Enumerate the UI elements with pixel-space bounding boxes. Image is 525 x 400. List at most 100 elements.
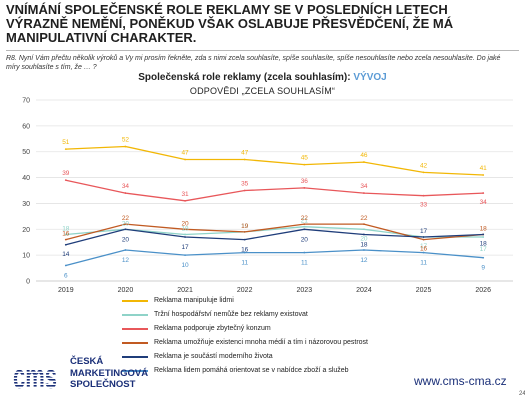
data-point (124, 223, 127, 226)
legend-label: Reklama podporuje zbytečný konzum (154, 325, 271, 332)
data-label: 18 (480, 240, 488, 247)
slide-title: Vnímání společenské role reklamy se v po… (6, 2, 454, 45)
data-label: 52 (122, 137, 130, 144)
data-label: 11 (301, 260, 308, 267)
survey-question: R8. Nyní Vám přečtu několik výroků a Vy … (6, 55, 501, 71)
cms-logo: cms ČESKÁ MARKETINGOVÁ SPOLEČNOST (6, 355, 166, 395)
data-label: 36 (301, 178, 309, 185)
x-tick-label: 2023 (297, 287, 313, 294)
legend-swatch (122, 370, 148, 372)
data-point (482, 192, 485, 194)
chart-subtitle: ODPOVĚDI „ZCELA SOUHLASÍM“ (189, 86, 336, 96)
data-point (64, 243, 67, 246)
data-point (422, 236, 425, 238)
data-point (363, 192, 365, 194)
y-tick-label: 10 (22, 253, 30, 260)
data-point (243, 251, 246, 254)
data-point (64, 264, 67, 267)
data-point (124, 192, 127, 194)
data-point (64, 238, 67, 241)
legend-swatch (122, 356, 148, 358)
legend-swatch (122, 300, 148, 302)
svg-text:cms: cms (13, 358, 57, 393)
data-label: 39 (62, 170, 70, 177)
legend-label: Reklama lidem pomáhá orientovat se v nab… (154, 367, 349, 374)
website-link[interactable]: www.cms-cma.cz (414, 374, 507, 388)
data-point (184, 254, 186, 257)
data-label: 20 (360, 235, 368, 242)
data-label: 14 (62, 251, 70, 258)
data-point (482, 256, 485, 259)
data-label: 22 (301, 215, 309, 222)
logo-line: SPOLEČNOST (70, 379, 136, 390)
data-label: 51 (62, 139, 70, 146)
legend-swatch (122, 328, 148, 330)
data-point (303, 163, 306, 166)
legend-label: Reklama umožňuje existenci mnoha médií a… (154, 339, 368, 346)
data-label: 31 (181, 191, 189, 198)
data-point (124, 145, 127, 148)
cms-logo-mark: cms (13, 358, 57, 393)
y-tick-label: 40 (22, 175, 30, 182)
x-tick-label: 2020 (118, 287, 134, 294)
data-point (243, 230, 246, 233)
x-tick-label: 2022 (237, 287, 253, 294)
legend-label: Tržní hospodářství nemůže bez reklamy ex… (154, 311, 308, 318)
data-label: 16 (420, 246, 428, 253)
data-label: 46 (360, 152, 368, 159)
chart-title-main: Společenská role reklamy (zcela souhlasí… (138, 72, 351, 83)
data-label: 45 (301, 155, 309, 162)
data-label: 11 (241, 260, 248, 267)
data-label: 20 (181, 220, 189, 227)
y-tick-label: 0 (26, 279, 30, 286)
data-label: 17 (181, 244, 189, 251)
data-point (303, 187, 306, 189)
y-tick-label: 30 (22, 201, 30, 208)
legend-label: Reklama je součástí moderního života (154, 353, 273, 360)
data-point (422, 171, 425, 174)
data-label: 18 (181, 225, 189, 232)
data-label: 12 (122, 257, 130, 264)
data-label: 12 (360, 257, 368, 264)
legend-swatch (122, 342, 148, 344)
data-label: 22 (122, 215, 130, 222)
logo-text: ČESKÁ MARKETINGOVÁ SPOLEČNOST (70, 356, 148, 391)
data-point (243, 189, 246, 192)
data-label: 18 (480, 225, 488, 232)
x-tick-label: 2019 (58, 287, 74, 294)
data-label: 47 (181, 149, 189, 156)
y-tick-label: 60 (22, 123, 30, 130)
data-point (363, 249, 365, 251)
data-point (303, 228, 306, 231)
chart-title-accent: VÝVOJ (353, 72, 387, 83)
legend-label: Reklama manipuluje lidmi (154, 297, 234, 304)
data-point (243, 238, 246, 241)
data-label: 16 (62, 231, 70, 238)
chart-title: Společenská role reklamy (zcela souhlasí… (0, 72, 525, 83)
data-label: 34 (360, 183, 368, 190)
data-point (64, 179, 67, 182)
data-point (184, 199, 186, 202)
data-point (184, 233, 186, 236)
series-line (65, 145, 484, 176)
data-point (422, 238, 425, 241)
data-label: 22 (360, 215, 368, 222)
data-label: 9 (481, 265, 485, 272)
y-tick-label: 50 (22, 149, 30, 156)
data-label: 21 (301, 218, 309, 225)
data-label: 19 (241, 223, 249, 230)
data-point (184, 236, 186, 238)
legend-swatch (122, 314, 148, 316)
data-label: 16 (241, 247, 249, 254)
data-point (184, 228, 186, 231)
data-point (303, 225, 306, 228)
data-label: 20 (122, 220, 130, 227)
data-point (482, 236, 485, 238)
data-label: 11 (420, 260, 427, 267)
x-tick-label: 2025 (416, 287, 432, 294)
data-point (124, 249, 127, 251)
data-point (363, 233, 365, 236)
series-line (65, 228, 484, 246)
data-label: 17 (480, 246, 488, 253)
data-point (482, 174, 485, 176)
